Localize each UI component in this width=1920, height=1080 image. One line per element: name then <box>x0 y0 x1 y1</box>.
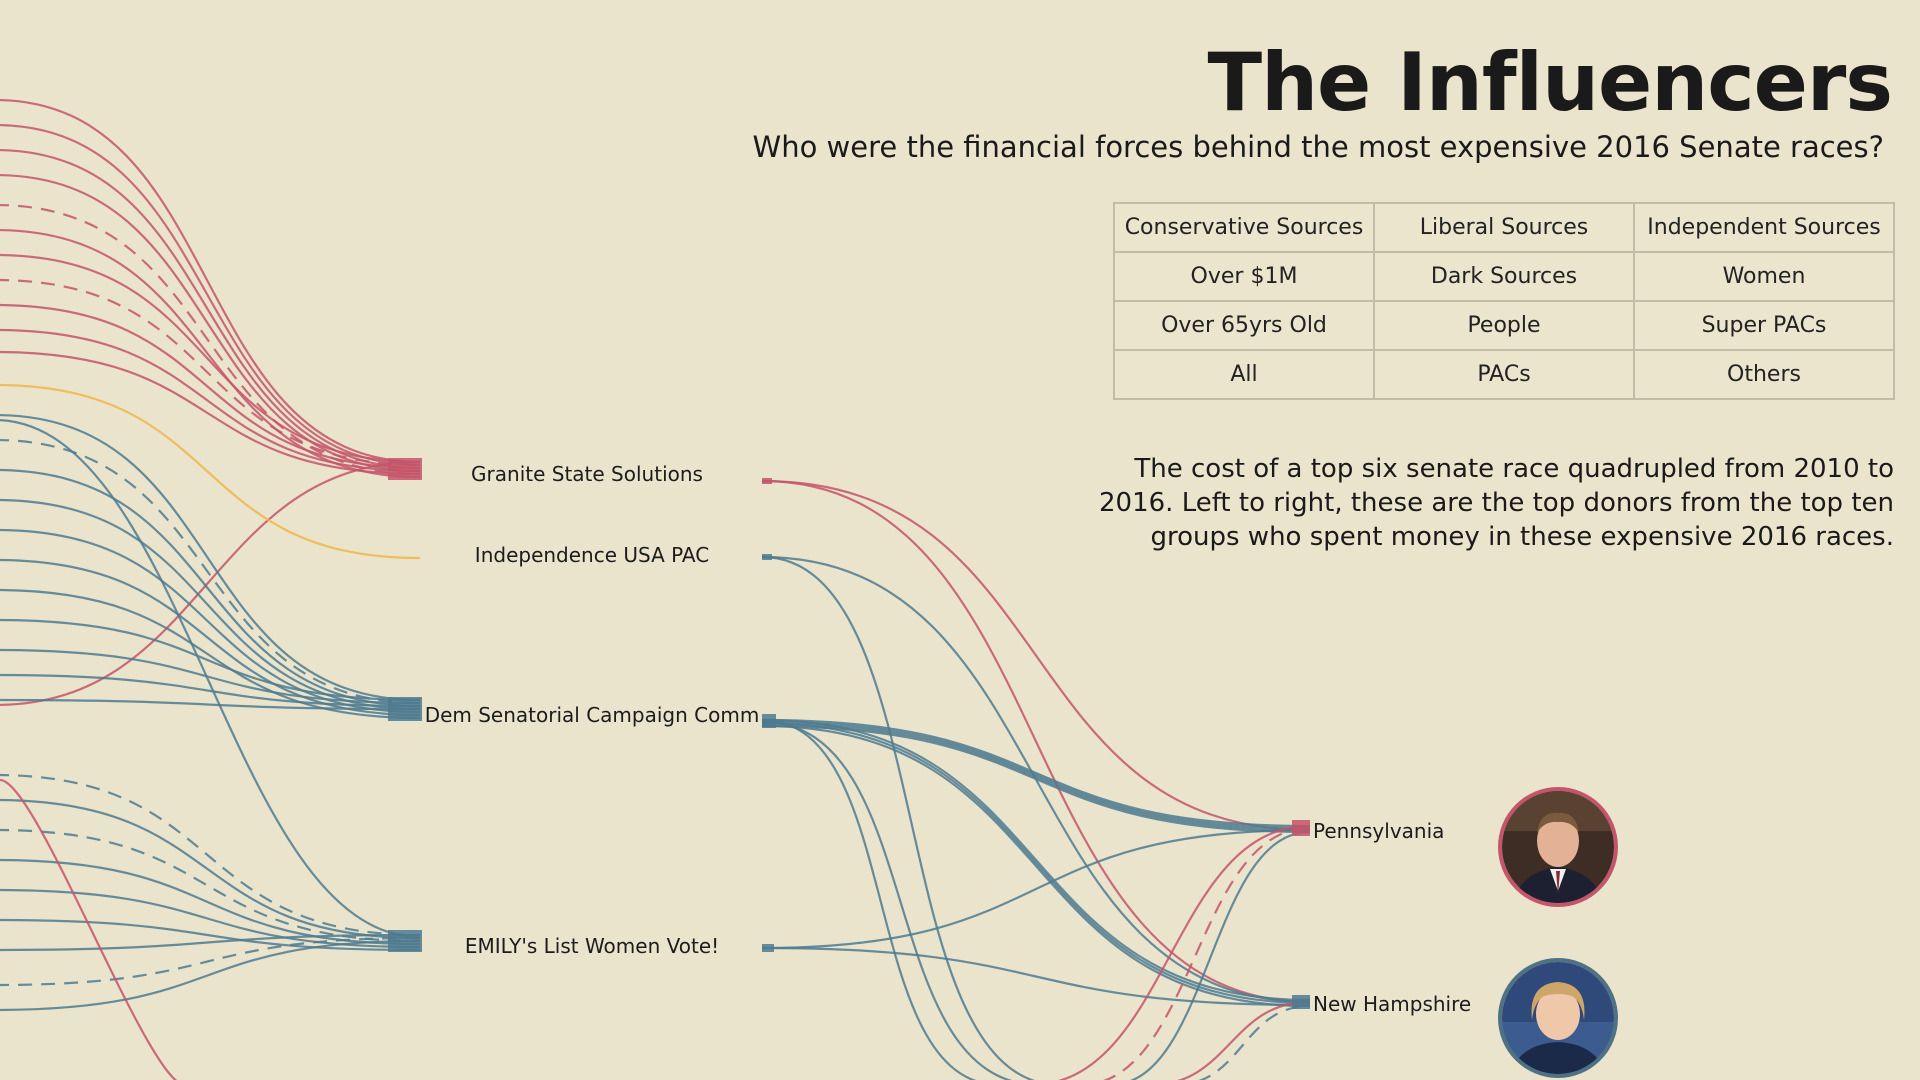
node-bar <box>762 478 772 484</box>
filter-button[interactable]: Conservative Sources <box>1113 202 1375 253</box>
flow-line-granite <box>0 460 421 706</box>
flow-line-emilys <box>0 888 421 949</box>
filter-button[interactable]: Independent Sources <box>1633 202 1895 253</box>
filter-row: Over 65yrs Old People Super PACs <box>1113 300 1895 351</box>
flow-line-dscc-nh <box>761 724 1311 1008</box>
flow-line-dscc <box>0 469 421 708</box>
donor-node-independence-usa-pac[interactable]: Independence USA PAC <box>474 543 710 567</box>
flow-line-independence <box>0 384 421 560</box>
flow-line-granite <box>0 254 421 464</box>
filter-button[interactable]: Over $1M <box>1113 251 1375 302</box>
filter-button[interactable]: People <box>1373 300 1635 351</box>
flow-line-emilys <box>0 933 421 952</box>
flow-line-granite <box>0 124 421 467</box>
filter-button[interactable]: Super PACs <box>1633 300 1895 351</box>
flow-line-granite <box>0 99 421 464</box>
flow-line-inbound <box>1129 830 1311 1080</box>
flow-line-dscc-pa <box>761 724 1311 834</box>
flow-line-exit <box>0 778 178 1080</box>
flow-line-dscc <box>0 414 421 702</box>
filter-button[interactable]: Over 65yrs Old <box>1113 300 1375 351</box>
filter-button[interactable]: Others <box>1633 349 1895 400</box>
flow-line-granite-nh <box>761 479 1311 1004</box>
page-subtitle: Who were the financial forces behind the… <box>752 130 1884 164</box>
flow-line-emilys <box>0 419 421 939</box>
filter-button[interactable]: Women <box>1633 251 1895 302</box>
donor-node-emilys-list-women-vote[interactable]: EMILY's List Women Vote! <box>464 934 720 958</box>
node-bar <box>1292 995 1310 1009</box>
filter-button[interactable]: Dark Sources <box>1373 251 1635 302</box>
donor-node-dem-senatorial-campaign-comm[interactable]: Dem Senatorial Campaign Comm <box>424 703 760 727</box>
flow-line-dscc-nh <box>761 718 1311 1002</box>
flow-line-granite <box>0 304 421 470</box>
donor-node-granite-state-solutions[interactable]: Granite State Solutions <box>471 462 703 486</box>
flow-line-emilys <box>0 828 421 943</box>
flow-line-granite <box>0 279 421 467</box>
candidate-portrait-pennsylvania[interactable] <box>1502 791 1614 903</box>
node-bar <box>762 944 774 952</box>
node-bar <box>762 714 776 728</box>
filter-row: Conservative Sources Liberal Sources Indep… <box>1113 202 1895 253</box>
node-bar <box>1292 820 1310 836</box>
node-bar <box>762 554 772 560</box>
node-bar <box>388 697 422 721</box>
filter-row: Over $1M Dark Sources Women <box>1113 251 1895 302</box>
flow-line-dscc <box>0 588 421 720</box>
candidate-portrait-new-hampshire[interactable] <box>1502 962 1614 1074</box>
flow-line-dscc <box>0 673 421 708</box>
flow-line-inbound <box>1198 1004 1311 1080</box>
flow-line-granite <box>0 329 421 473</box>
description-text: The cost of a top six senate race quadru… <box>1099 454 1894 552</box>
flow-line-dscc-pa <box>761 722 1311 832</box>
filter-button[interactable]: PACs <box>1373 349 1635 400</box>
flow-line-dscc <box>0 529 421 714</box>
flow-line-granite-pa <box>761 479 1311 832</box>
flow-line-dscc-pa <box>761 720 1311 830</box>
flow-line-granite <box>0 149 421 470</box>
filter-button[interactable]: All <box>1113 349 1375 400</box>
flow-line-dscc <box>0 499 421 711</box>
state-node-pennsylvania[interactable]: Pennsylvania <box>1313 819 1445 843</box>
flow-line-dscc <box>0 618 421 702</box>
flow-line-dscc-nh <box>761 721 1311 1005</box>
flow-line-dscc <box>0 439 421 705</box>
node-bar <box>388 930 422 952</box>
flow-line-dscc-pa <box>761 718 1311 828</box>
flow-line-granite <box>0 350 421 476</box>
filter-button[interactable]: Liberal Sources <box>1373 202 1635 253</box>
filter-row: All PACs Others <box>1113 349 1895 400</box>
flow-line-inbound <box>1057 824 1311 1080</box>
flow-line-granite <box>0 174 421 473</box>
flow-line-emilys <box>0 774 421 937</box>
flow-line-dscc <box>0 559 421 717</box>
flow-line-emilys <box>0 936 421 987</box>
flow-line-emilys <box>0 799 421 940</box>
flow-line-granite <box>0 229 421 479</box>
flow-line-dscc-out <box>761 720 1014 1080</box>
flow-line-dscc <box>0 698 421 711</box>
flow-line-emilys <box>0 918 421 952</box>
node-bar <box>388 458 422 480</box>
page-title: The Influencers <box>1207 36 1893 129</box>
filter-grid: Conservative Sources Liberal Sources Indep… <box>1113 202 1895 400</box>
flow-line-emilys <box>0 939 421 1012</box>
flow-line-inbound <box>1177 1000 1311 1080</box>
flow-line-emilys-nh <box>761 946 1311 1007</box>
flow-line-independence-out <box>761 555 1037 1080</box>
state-node-new-hampshire[interactable]: New Hampshire <box>1313 992 1472 1016</box>
flow-line-granite <box>0 204 421 476</box>
flow-line-dscc-out <box>761 718 978 1080</box>
flow-line-emilys-pa <box>761 828 1311 950</box>
